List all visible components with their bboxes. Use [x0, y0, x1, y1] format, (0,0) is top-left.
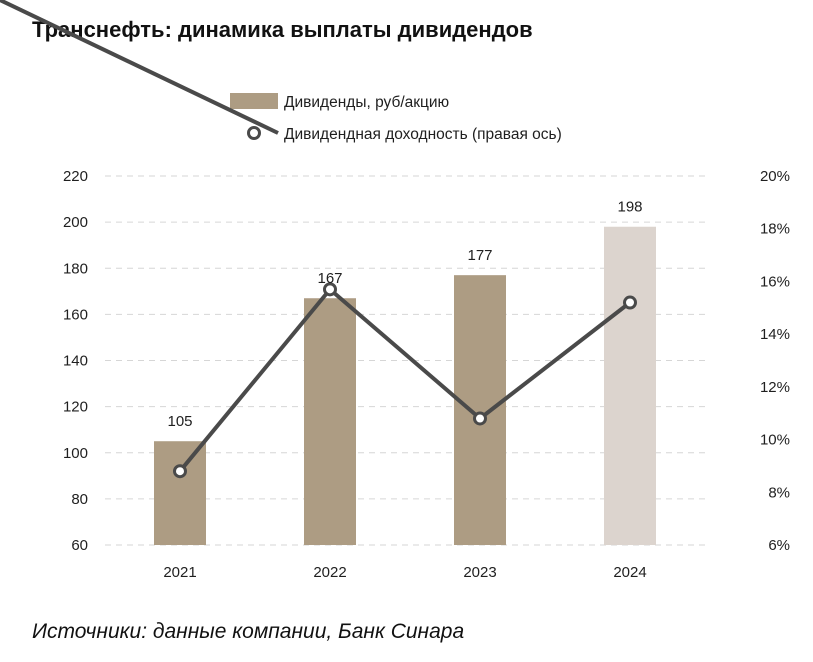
x-axis-tick: 2024: [613, 564, 646, 581]
left-axis-tick: 100: [63, 445, 88, 462]
data-labels: 105 167 177 198: [167, 199, 642, 430]
bar-2021: [154, 441, 206, 545]
left-axis-tick: 180: [63, 260, 88, 277]
legend-bar-swatch: [230, 93, 278, 109]
left-axis-tick: 80: [71, 491, 88, 508]
right-axis-tick: 8%: [768, 484, 790, 501]
legend: Дивиденды, руб/акцию Дивидендная доходно…: [0, 0, 562, 143]
legend-bar-label: Дивиденды, руб/акцию: [284, 94, 449, 111]
bar-value-label: 167: [317, 270, 342, 287]
right-axis-tick: 16%: [760, 273, 790, 290]
right-axis-tick: 20%: [760, 168, 790, 185]
bar-2022: [304, 298, 356, 545]
right-axis-tick: 14%: [760, 326, 790, 343]
left-axis-tick: 160: [63, 306, 88, 323]
left-axis-tick: 140: [63, 353, 88, 370]
bar-value-label: 177: [467, 247, 492, 264]
right-axis-tick: 10%: [760, 432, 790, 449]
left-axis-tick: 60: [71, 537, 88, 554]
x-axis-ticks: 2021 2022 2023 2024: [163, 564, 646, 581]
x-axis-tick: 2022: [313, 564, 346, 581]
legend-line-label: Дивидендная доходность (правая ось): [284, 126, 562, 143]
right-axis-tick: 6%: [768, 537, 790, 554]
bar-value-label: 105: [167, 413, 192, 430]
right-axis-tick: 12%: [760, 379, 790, 396]
bar-2024: [604, 226, 656, 546]
left-axis-tick: 220: [63, 168, 88, 185]
legend-line-swatch: [0, 0, 279, 135]
left-axis-ticks: 60 80 100 120 140 160 180 200 220: [63, 168, 88, 554]
x-axis-tick: 2021: [163, 564, 196, 581]
left-axis-tick: 120: [63, 399, 88, 416]
source-note: Источники: данные компании, Банк Синара: [32, 620, 465, 643]
yield-point-2023: [473, 411, 487, 426]
chart-title: Транснефть: динамика выплаты дивидендов: [32, 17, 533, 42]
right-axis-tick: 18%: [760, 221, 790, 238]
bar-value-label: 198: [617, 199, 642, 216]
yield-line-path: [178, 287, 632, 473]
x-axis-tick: 2023: [463, 564, 496, 581]
yield-point-2024: [623, 295, 637, 310]
yield-point-2021: [173, 464, 187, 479]
left-axis-tick: 200: [63, 214, 88, 231]
yield-point-2022: [323, 282, 337, 297]
legend-line-marker: [247, 126, 261, 140]
right-axis-ticks: 6% 8% 10% 12% 14% 16% 18% 20%: [760, 168, 790, 554]
bar-2023: [454, 275, 506, 545]
dividend-chart: 105 167 177 198 60 80 100 120 140 160 180 200 220 6…: [0, 0, 790, 581]
yield-line: [173, 282, 637, 479]
bars: [154, 226, 656, 546]
